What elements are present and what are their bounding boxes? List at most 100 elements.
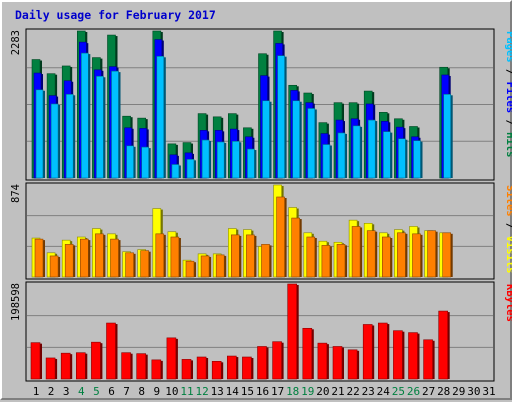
sites-bar-day-14 (231, 234, 240, 278)
sites-bar-day-16 (261, 244, 270, 278)
pages-bar-day-23 (367, 119, 376, 179)
x-tick-label-day-11: 11 (180, 385, 193, 398)
pages-bar-day-17 (277, 55, 285, 179)
pages-bar-day-2 (50, 103, 59, 179)
x-tick-label-day-18: 18 (286, 385, 299, 398)
legend-hits: Hits (504, 132, 512, 157)
kbytes-bar-day-12 (196, 356, 207, 380)
sites-bar-day-17 (276, 196, 285, 278)
pages-bar-day-15 (247, 148, 255, 179)
sites-bar-day-5 (95, 233, 104, 278)
sites-bar-day-25 (397, 232, 406, 278)
x-tick-label-day-21: 21 (331, 385, 344, 398)
x-tick-label-day-26: 26 (407, 385, 420, 398)
kbytes-bar-day-19 (302, 327, 313, 380)
kbytes-bar-day-11 (181, 359, 192, 380)
sites-bar-day-27 (427, 230, 436, 278)
x-tick-label-day-22: 22 (346, 385, 359, 398)
sites-bar-day-19 (306, 236, 316, 278)
x-tick-label-day-19: 19 (301, 385, 314, 398)
pages-bar-day-18 (292, 100, 301, 179)
x-tick-label-day-28: 28 (437, 385, 450, 398)
x-tick-label-day-12: 12 (195, 385, 208, 398)
pages-bar-day-11 (186, 159, 195, 179)
x-tick-label-day-15: 15 (241, 385, 254, 398)
kbytes-bar-day-14 (227, 355, 237, 380)
kbytes-bar-day-20 (317, 342, 328, 380)
pages-bar-day-21 (337, 132, 346, 179)
pages-bar-day-16 (262, 100, 270, 179)
kbytes-bar-day-21 (332, 346, 343, 380)
pages-bar-day-19 (307, 108, 316, 179)
x-tick-label-day-30: 30 (467, 385, 480, 398)
x-tick-label-day-3: 3 (63, 385, 70, 398)
sites-bar-day-7 (125, 252, 134, 278)
x-tick-label-day-9: 9 (153, 385, 160, 398)
x-tick-label-day-24: 24 (377, 385, 391, 398)
sites-bar-day-21 (336, 244, 346, 278)
panel-1-max-label: 2283 (10, 30, 22, 55)
x-tick-label-day-20: 20 (316, 385, 329, 398)
x-tick-label-day-14: 14 (226, 385, 240, 398)
x-tick-label-day-4: 4 (78, 385, 85, 398)
kbytes-bar-day-28 (438, 310, 449, 380)
kbytes-bar-day-26 (408, 332, 418, 380)
sites-bar-day-13 (215, 254, 225, 278)
pages-bar-day-26 (413, 140, 421, 179)
sites-bar-day-22 (351, 226, 361, 278)
sites-bar-day-12 (200, 255, 210, 278)
kbytes-bar-day-24 (377, 322, 388, 380)
sites-bar-day-8 (140, 250, 149, 278)
legend-pages: Pages (504, 31, 512, 63)
x-tick-label-day-27: 27 (422, 385, 435, 398)
pages-bar-day-5 (96, 75, 104, 179)
pages-bar-day-13 (216, 141, 225, 179)
x-tick-label-day-2: 2 (48, 385, 55, 398)
kbytes-bar-day-22 (347, 349, 358, 380)
sites-bar-day-3 (64, 244, 74, 278)
legend-kbytes: KBytes (504, 284, 512, 322)
x-tick-label-day-13: 13 (211, 385, 224, 398)
sites-bar-day-9 (155, 233, 165, 278)
pages-bar-day-8 (141, 146, 149, 179)
sites-bar-day-10 (170, 236, 180, 278)
sites-bar-day-11 (185, 260, 195, 278)
x-tick-label-day-6: 6 (108, 385, 115, 398)
x-tick-label-day-31: 31 (482, 385, 495, 398)
kbytes-bar-day-15 (242, 356, 252, 380)
legend-separator: / (504, 63, 512, 82)
pages-bar-day-3 (65, 93, 74, 179)
x-tick-label-day-23: 23 (362, 385, 375, 398)
x-tick-label-day-7: 7 (123, 385, 130, 398)
kbytes-bar-day-6 (106, 322, 116, 380)
pages-bar-day-10 (171, 164, 180, 179)
pages-bar-day-7 (126, 145, 134, 179)
pages-bar-day-6 (111, 70, 119, 179)
kbytes-bar-day-17 (272, 341, 282, 380)
sites-bar-day-4 (80, 238, 89, 278)
pages-bar-day-14 (232, 140, 240, 179)
pages-bar-day-20 (322, 144, 331, 179)
panel-1-legend: Pages / Files / Hits (504, 31, 512, 157)
x-tick-label-day-25: 25 (392, 385, 405, 398)
x-tick-label-day-17: 17 (271, 385, 284, 398)
kbytes-bar-day-16 (257, 346, 267, 380)
x-tick-label-day-10: 10 (165, 385, 178, 398)
sites-bar-day-15 (246, 234, 255, 278)
sites-bar-day-23 (366, 230, 376, 278)
kbytes-bar-day-1 (30, 342, 41, 380)
kbytes-bar-day-10 (166, 337, 177, 380)
kbytes-bar-day-18 (287, 283, 298, 380)
sites-bar-day-28 (442, 232, 452, 278)
legend-separator: / (504, 113, 512, 132)
panel-2-legend: Sites / Visits (504, 185, 512, 274)
pages-bar-day-24 (382, 131, 391, 179)
pages-bar-day-28 (443, 93, 452, 179)
sites-bar-day-6 (110, 238, 119, 278)
kbytes-bar-day-27 (423, 339, 433, 380)
panel-3-legend: KBytes (504, 284, 512, 322)
pages-bar-day-25 (398, 138, 406, 179)
pages-bar-day-9 (156, 56, 165, 179)
pages-bar-day-12 (201, 139, 210, 179)
pages-bar-day-1 (35, 89, 44, 179)
